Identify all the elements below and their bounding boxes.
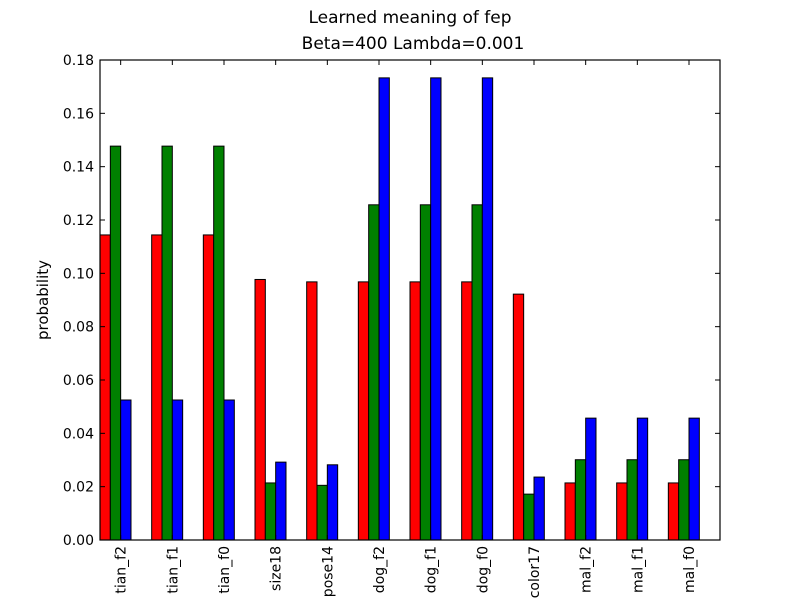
chart-subtitle: Beta=400 Lambda=0.001 [302, 34, 525, 54]
bar-dog_f0-1 [471, 204, 483, 541]
bar-dog_f2-0 [357, 281, 370, 541]
bar-pose14-1 [316, 484, 328, 541]
bar-mal_f2-2 [585, 417, 597, 541]
bar-tian_f1-2 [171, 399, 184, 541]
bar-pose14-0 [306, 281, 318, 541]
y-tick-label: 0.10 [63, 266, 94, 282]
bar-tian_f1-0 [151, 234, 163, 541]
bar-dog_f1-1 [419, 204, 432, 541]
bar-tian_f2-2 [120, 399, 132, 541]
bar-tian_f0-0 [202, 234, 215, 541]
bar-size18-0 [254, 278, 266, 541]
bar-dog_f0-2 [481, 77, 494, 541]
y-axis: 0.00 0.02 0.04 0.06 0.08 0.10 0.12 0.14 0.16 0.18 [63, 53, 720, 549]
x-tick-label: tian_f1 [165, 546, 181, 594]
y-tick-label: 0.18 [63, 53, 94, 69]
x-tick-label: dog_f1 [424, 546, 440, 593]
x-tick-label: dog_f0 [475, 546, 491, 593]
bars [99, 77, 700, 541]
bar-dog_f2-1 [368, 204, 380, 541]
bar-size18-2 [275, 461, 287, 541]
bar-dog_f2-2 [378, 77, 390, 541]
chart-title: Learned meaning of fep [308, 8, 511, 28]
y-tick-label: 0.00 [63, 533, 94, 549]
y-tick-label: 0.16 [63, 106, 94, 122]
y-tick-label: 0.08 [63, 320, 94, 336]
bar-color17-0 [512, 293, 525, 541]
y-axis-label: probability [34, 260, 52, 340]
x-tick-label: tian_f0 [217, 546, 233, 594]
bar-tian_f2-1 [109, 145, 122, 541]
x-tick-label: mal_f2 [579, 546, 595, 593]
x-tick-label: size18 [269, 546, 285, 591]
bar-color17-1 [523, 493, 535, 541]
bar-mal_f1-2 [636, 417, 649, 541]
x-tick-label: color17 [527, 546, 543, 598]
bar-mal_f2-0 [564, 482, 576, 541]
bar-dog_f1-0 [409, 281, 421, 541]
x-tick-label: tian_f2 [114, 546, 130, 594]
bar-color17-2 [533, 476, 545, 541]
bar-pose14-2 [326, 464, 339, 541]
bar-tian_f2-0 [99, 234, 111, 541]
bar-dog_f0-0 [461, 281, 473, 541]
bar-mal_f1-0 [616, 482, 628, 541]
bar-size18-1 [264, 482, 277, 541]
x-tick-label: mal_f1 [630, 546, 646, 593]
bar-tian_f0-2 [223, 399, 235, 541]
bar-tian_f0-1 [213, 145, 225, 541]
bar-dog_f1-2 [430, 77, 442, 541]
y-tick-label: 0.14 [63, 160, 94, 176]
bar-mal_f0-0 [667, 482, 680, 541]
x-axis: tian_f2 tian_f1 tian_f0 size18 pose14 dog_f2 d… [114, 60, 698, 598]
x-tick-label: mal_f0 [682, 546, 698, 593]
y-tick-label: 0.12 [63, 213, 94, 229]
y-tick-label: 0.04 [63, 426, 94, 442]
x-tick-label: dog_f2 [372, 546, 388, 593]
bar-mal_f0-2 [688, 417, 700, 541]
bar-mal_f2-1 [574, 459, 587, 541]
x-tick-label: pose14 [320, 546, 336, 597]
plot-frame [99, 59, 721, 541]
y-tick-label: 0.06 [63, 373, 94, 389]
bar-mal_f1-1 [626, 459, 638, 541]
bar-tian_f1-1 [161, 145, 173, 541]
bar-mal_f0-1 [678, 459, 690, 541]
y-tick-label: 0.02 [63, 480, 94, 496]
